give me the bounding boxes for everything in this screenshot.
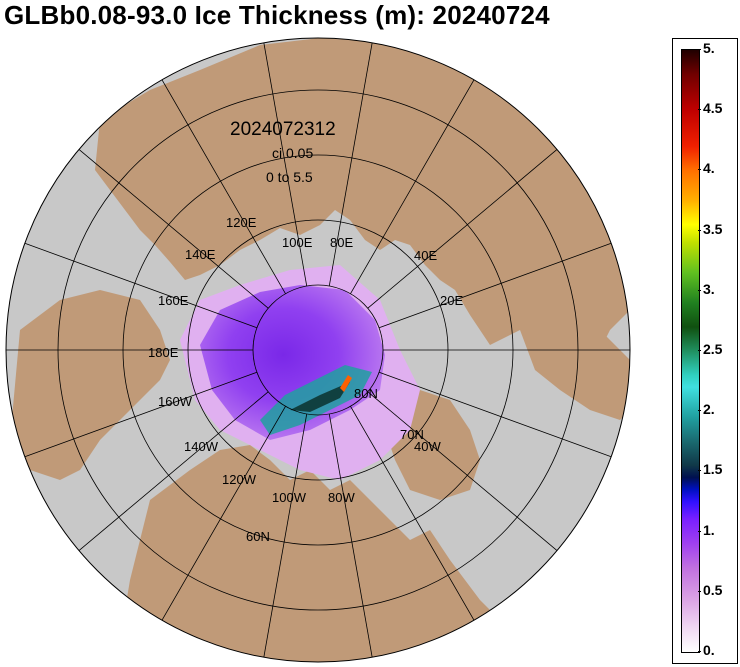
colorbar-tick-label: 3.	[703, 280, 715, 297]
colorbar-tick-label: 5.	[703, 40, 715, 56]
sea-ice-ridge	[340, 375, 352, 392]
label-140w: 140W	[184, 439, 219, 454]
label-160e: 160E	[158, 293, 189, 308]
label-40e: 40E	[414, 248, 437, 263]
colorbar-tick	[698, 229, 701, 231]
colorbar-tick	[698, 590, 701, 592]
meridian-line	[350, 406, 475, 621]
colorbar-tick	[698, 651, 701, 652]
colorbar-tick	[698, 49, 701, 50]
label-80w: 80W	[328, 490, 355, 505]
label-120e: 120E	[226, 215, 257, 230]
meridian-line	[24, 242, 258, 329]
meridian-line	[263, 42, 308, 287]
meridian-line	[328, 42, 373, 287]
stamp-datetime: 2024072312	[230, 119, 336, 140]
label-120w: 120W	[222, 472, 257, 487]
label-140e: 140E	[185, 247, 216, 262]
land-alaska	[10, 290, 170, 480]
land-north-america	[120, 445, 560, 662]
label-180e: 180E	[148, 345, 179, 360]
colorbar-tick-label: 0.5	[703, 581, 723, 598]
colorbar-tick	[698, 289, 701, 291]
colorbar-tick	[698, 350, 701, 351]
label-40w: 40W	[414, 439, 441, 454]
colorbar-ramp	[681, 49, 700, 653]
meridian-line	[263, 413, 308, 658]
label-60n: 60N	[246, 529, 270, 544]
map-title: GLBb0.08-93.0 Ice Thickness (m): 2024072…	[4, 0, 550, 30]
land-scandinavia	[520, 320, 630, 420]
stamp-range: 0 to 5.5	[266, 169, 313, 185]
colorbar-tick-label: 0.	[703, 642, 715, 658]
meridian-lines	[6, 42, 630, 658]
meridian-line	[378, 371, 612, 458]
colorbar-tick-label: 4.5	[703, 100, 723, 117]
sea-ice-thickest	[290, 382, 350, 412]
colorbar-tick	[698, 169, 701, 171]
meridian-line	[78, 391, 269, 551]
colorbar-tick	[698, 470, 701, 472]
meridian-line	[367, 391, 558, 551]
meridian-line	[161, 406, 286, 621]
meridian-line	[161, 79, 286, 294]
label-70n: 70N	[400, 427, 424, 442]
meridian-line	[367, 149, 558, 309]
meridian-line	[328, 413, 373, 658]
colorbar-tick-label: 2.5	[703, 341, 723, 357]
colorbar-tick-label: 1.	[703, 521, 715, 538]
meridian-line	[78, 149, 269, 309]
label-80e: 80E	[330, 235, 353, 250]
label-100e: 100E	[282, 235, 313, 250]
polar-map: 2024072312 ci 0.05 0 to 5.5 120E 140E 10…	[5, 37, 631, 663]
colorbar-tick-label: 3.5	[703, 220, 723, 237]
label-160w: 160W	[158, 394, 193, 409]
meridian-line	[350, 79, 475, 294]
colorbar-tick-label: 4.	[703, 160, 715, 177]
colorbar: 5. 4.5 4. 3.5 3. 2.5 2. 1.5 1. 0.5 0.	[672, 38, 738, 664]
stamp-ci: ci 0.05	[272, 145, 313, 161]
colorbar-tick	[698, 109, 701, 111]
meridian-line	[378, 242, 612, 329]
meridian-line	[24, 371, 258, 458]
colorbar-tick	[698, 530, 701, 532]
land-eurasia	[95, 38, 630, 370]
map-rim	[5, 37, 631, 663]
label-100w: 100W	[272, 490, 307, 505]
colorbar-tick	[698, 410, 701, 412]
colorbar-tick-label: 1.5	[703, 461, 723, 478]
label-20e: 20E	[440, 293, 463, 308]
colorbar-tick-label: 2.	[703, 401, 715, 418]
label-80n: 80N	[354, 386, 378, 401]
